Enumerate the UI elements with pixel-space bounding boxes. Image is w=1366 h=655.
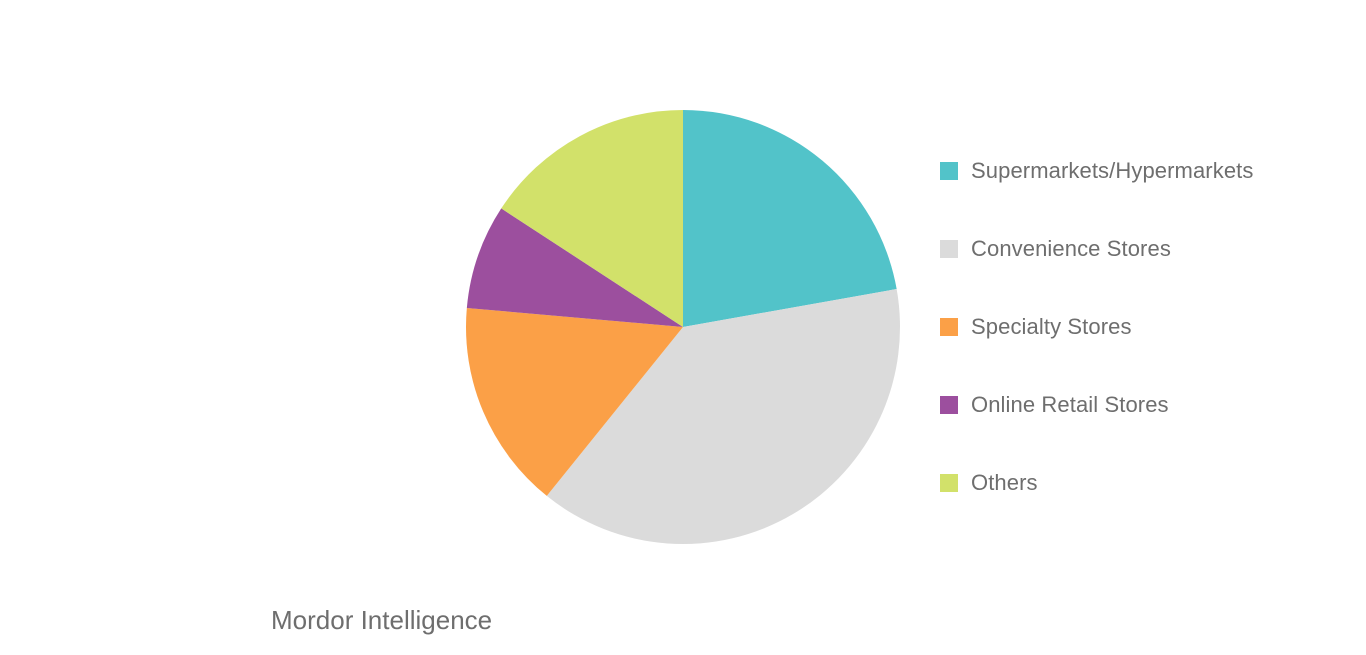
pie-slice-supermarkets-hypermarkets (683, 110, 897, 327)
legend-swatch (940, 162, 958, 180)
pie-slice-online-retail-stores (466, 208, 683, 327)
legend-item-convenience-stores: Convenience Stores (940, 231, 1253, 267)
pie-slice-specialty-stores (466, 307, 683, 496)
chart-legend: Supermarkets/Hypermarkets Convenience Sto… (940, 153, 1253, 543)
legend-swatch (940, 318, 958, 336)
legend-item-others: Others (940, 465, 1253, 501)
legend-item-specialty-stores: Specialty Stores (940, 309, 1253, 345)
legend-swatch (940, 474, 958, 492)
brand-watermark: Mordor Intelligence (271, 605, 493, 635)
legend-label: Convenience Stores (971, 236, 1171, 261)
legend-label: Supermarkets/Hypermarkets (971, 158, 1254, 183)
legend-label: Online Retail Stores (971, 392, 1169, 417)
legend-label: Others (971, 470, 1038, 495)
legend-label: Specialty Stores (971, 314, 1132, 339)
legend-item-supermarkets-hypermarkets: Supermarkets/Hypermarkets (940, 153, 1253, 189)
legend-swatch (940, 396, 958, 414)
legend-swatch (940, 240, 958, 258)
pie-slice-others (501, 110, 683, 327)
pie-slice-convenience-stores (546, 289, 901, 545)
legend-item-online-retail-stores: Online Retail Stores (940, 387, 1253, 423)
